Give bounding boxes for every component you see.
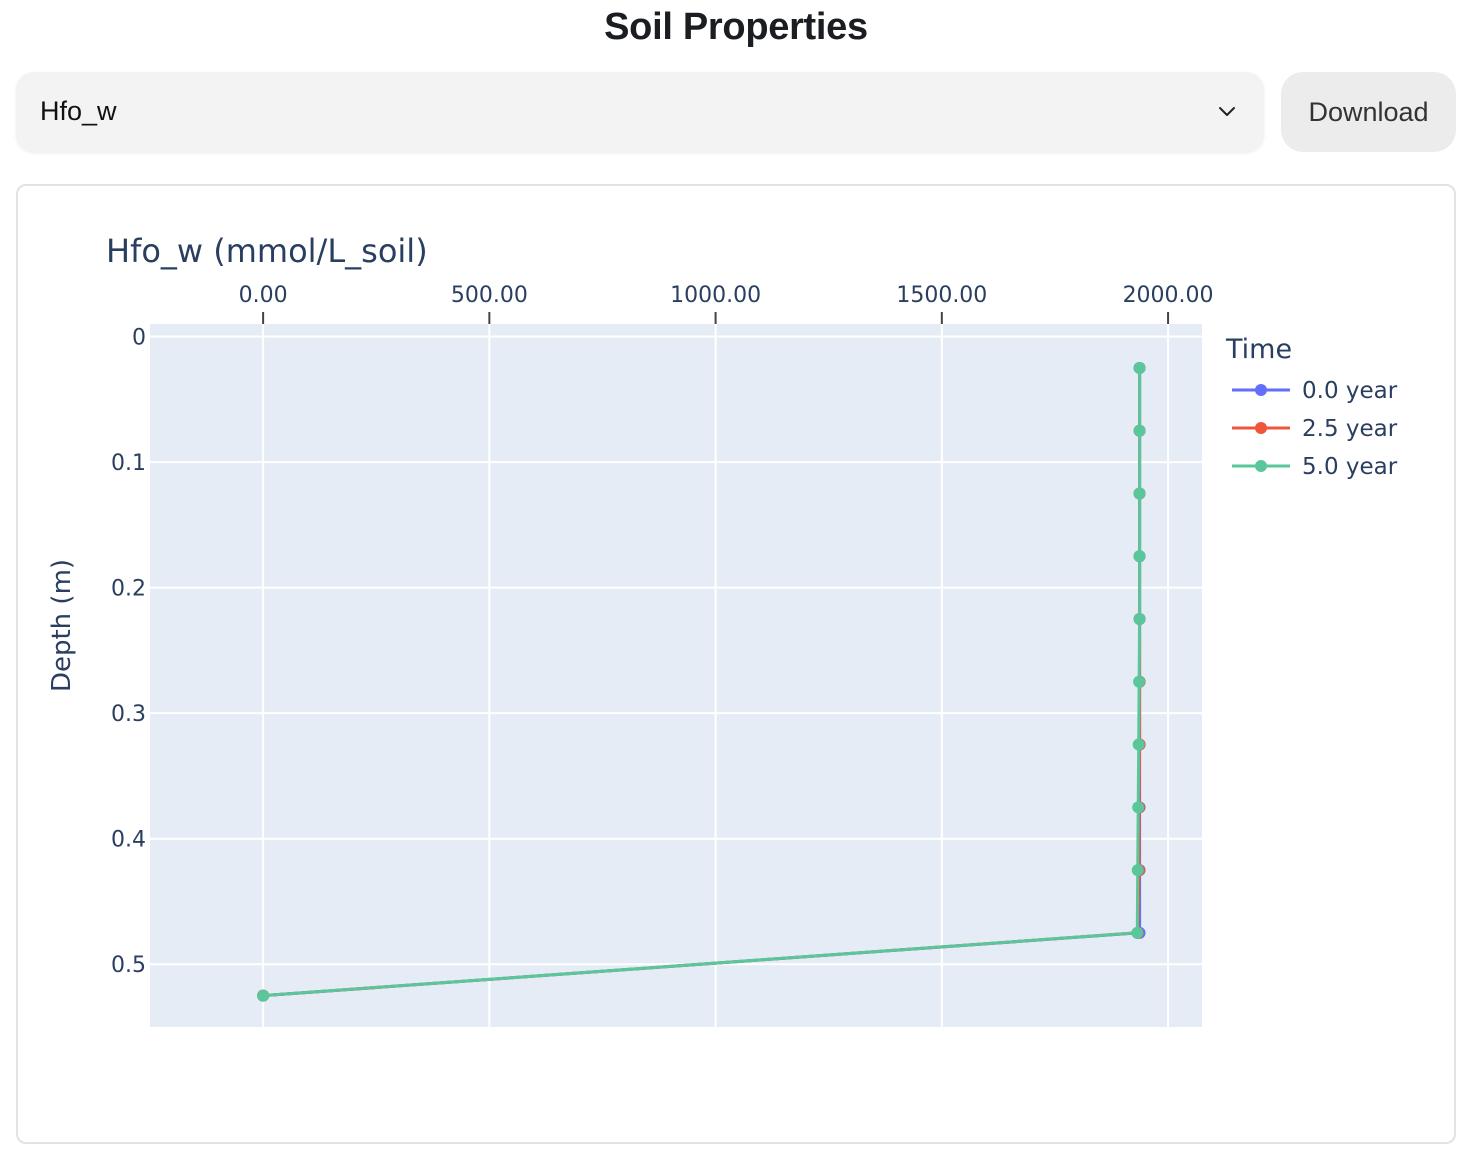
legend-item-label: 2.5 year [1302,416,1398,442]
y-tick-label: 0.3 [111,702,146,727]
plot-area [150,324,1202,1027]
data-point [1133,424,1146,437]
y-tick-label: 0 [132,326,146,351]
legend-swatch-marker [1255,460,1267,472]
data-point [1133,675,1146,688]
x-tick-label: 1500.00 [896,283,987,308]
variable-select-value: Hfo_w [40,96,117,126]
download-button[interactable]: Download [1281,72,1456,152]
legend-item-label: 5.0 year [1302,454,1398,480]
chevron-down-icon [1219,107,1235,116]
legend-item-label: 0.0 year [1302,378,1398,404]
y-tick-label: 0.1 [111,451,146,476]
x-tick-label: 1000.00 [670,283,761,308]
data-point [1132,801,1145,814]
data-point [1133,487,1146,500]
data-point [257,989,270,1002]
y-tick-label: 0.2 [111,577,146,602]
x-tick-label: 0.00 [239,283,288,308]
data-point [1133,613,1146,626]
x-tick-label: 500.00 [451,283,528,308]
page-title: Soil Properties [604,6,868,48]
y-axis-label: Depth (m) [47,559,77,692]
chart-title: Hfo_w (mmol/L_soil) [106,232,428,270]
data-point [1133,361,1146,374]
x-tick-label: 2000.00 [1123,283,1214,308]
chart-card: 0.00 500.00 1000.00 1500.00 2000.00 0 0.1 0.2 0.… [16,184,1456,1144]
data-point [1131,926,1144,939]
data-point [1132,738,1145,751]
y-tick-label: 0.4 [111,828,146,853]
legend-title: Time [1225,334,1292,365]
legend-swatch-marker [1255,422,1267,434]
variable-select[interactable]: Hfo_w [16,72,1264,152]
legend-swatch-marker [1255,384,1267,396]
data-point [1131,864,1144,877]
data-point [1133,550,1146,563]
chart: 0.00 500.00 1000.00 1500.00 2000.00 0 0.1 0.2 0.… [47,232,1398,1027]
y-tick-label: 0.5 [111,953,146,978]
